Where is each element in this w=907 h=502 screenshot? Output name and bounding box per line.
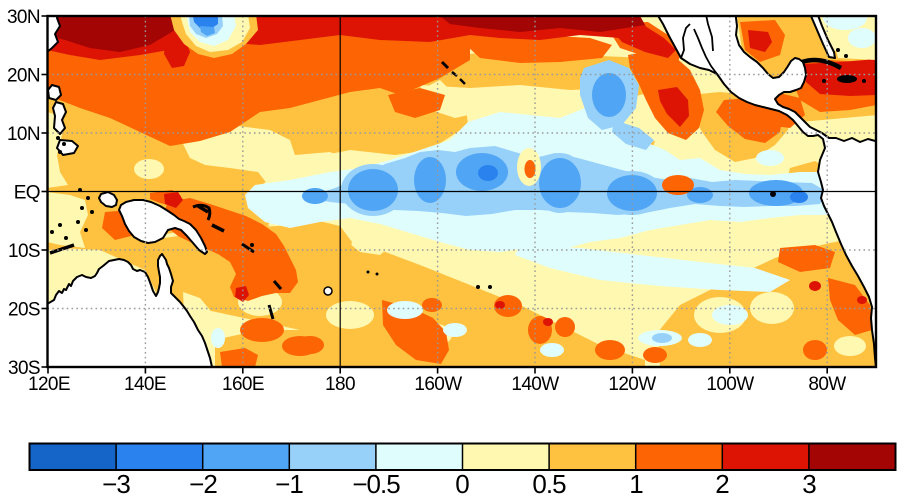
svg-text:20S: 20S <box>8 300 40 321</box>
svg-text:0: 0 <box>455 469 469 499</box>
svg-text:30N: 30N <box>7 7 40 28</box>
svg-text:1: 1 <box>629 469 643 499</box>
svg-text:80W: 80W <box>808 374 846 395</box>
svg-text:100W: 100W <box>706 374 754 395</box>
svg-text:30S: 30S <box>8 358 40 379</box>
svg-text:180: 180 <box>325 374 355 395</box>
svg-text:120W: 120W <box>608 374 656 395</box>
svg-text:−2: −2 <box>189 469 217 499</box>
svg-text:EQ: EQ <box>14 183 40 204</box>
svg-text:10S: 10S <box>8 241 40 262</box>
svg-text:10N: 10N <box>7 124 40 145</box>
svg-text:3: 3 <box>802 469 816 499</box>
svg-text:20N: 20N <box>7 66 40 87</box>
svg-text:160E: 160E <box>222 374 264 395</box>
svg-text:2: 2 <box>715 469 729 499</box>
svg-text:−3: −3 <box>102 469 130 499</box>
svg-text:140W: 140W <box>511 374 559 395</box>
svg-text:−1: −1 <box>275 469 303 499</box>
svg-text:0.5: 0.5 <box>532 469 566 499</box>
svg-text:160W: 160W <box>414 374 462 395</box>
svg-text:140E: 140E <box>124 374 166 395</box>
svg-text:120E: 120E <box>28 374 70 395</box>
svg-text:−0.5: −0.5 <box>352 469 400 499</box>
